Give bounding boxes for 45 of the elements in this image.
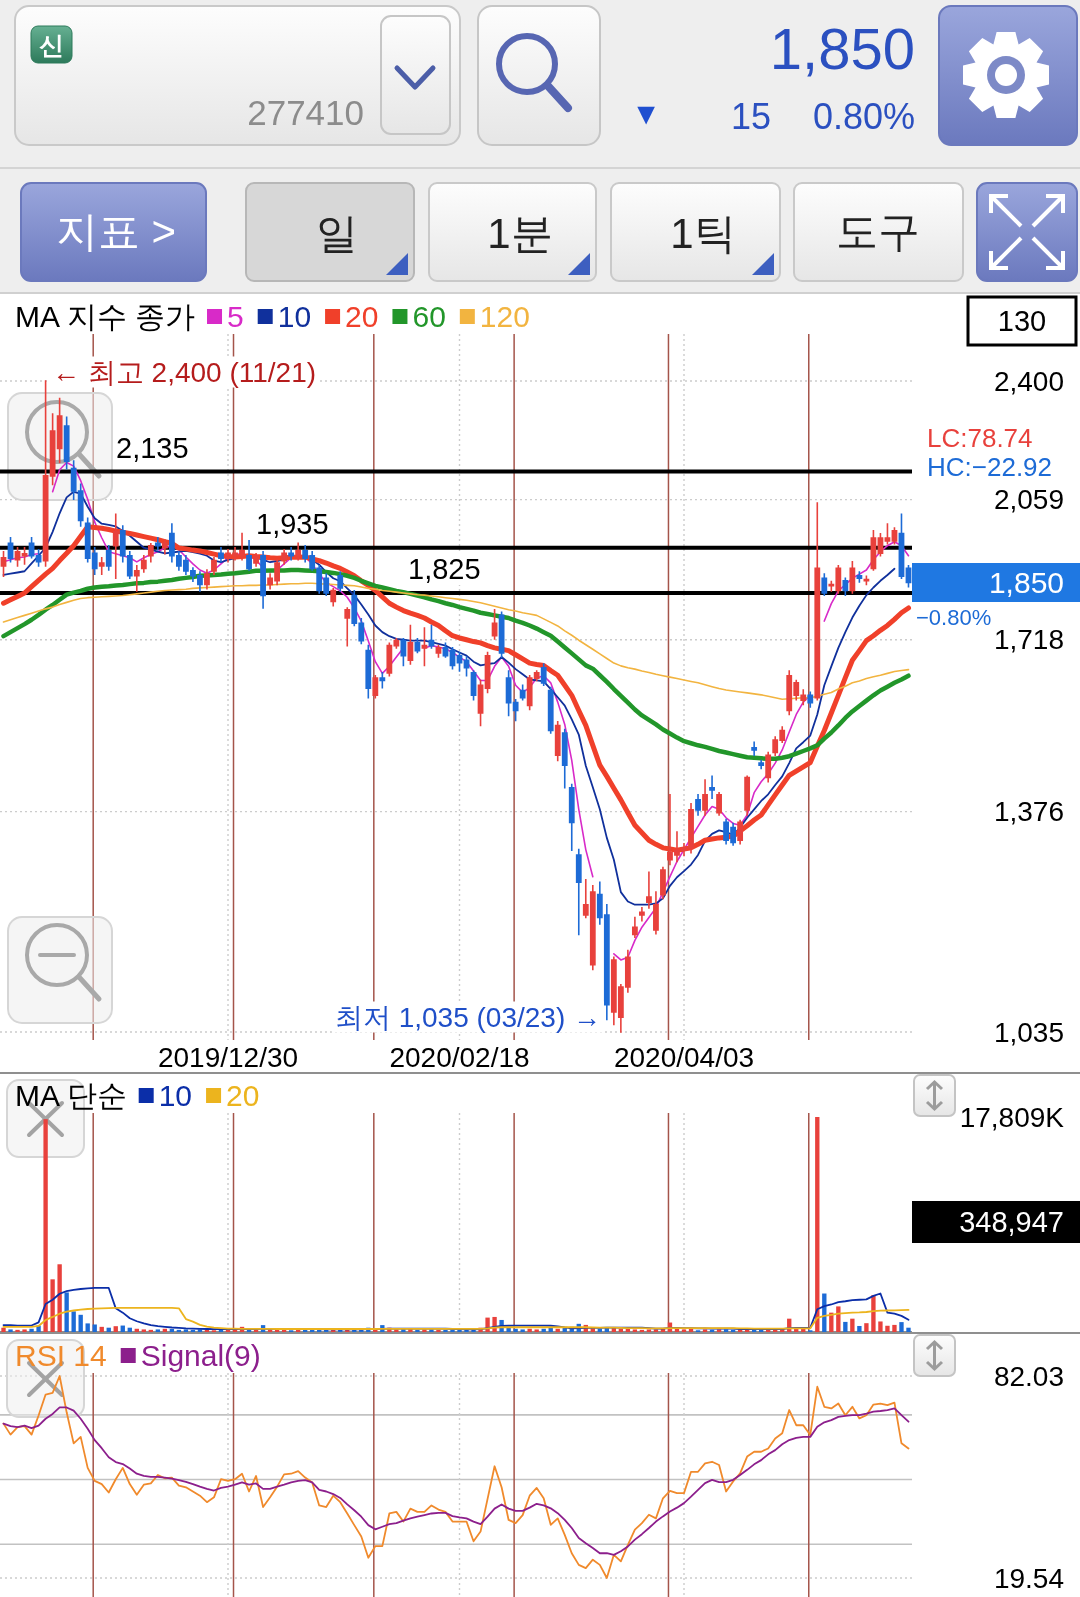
text: 지표 > bbox=[55, 207, 177, 255]
ref-line-label: 1,935 bbox=[256, 507, 329, 540]
text: HC:−22.92 bbox=[927, 452, 1053, 482]
text: 130 bbox=[997, 305, 1047, 337]
x-tick-label: 2019/12/30 bbox=[157, 1041, 299, 1073]
text: ▼ bbox=[631, 96, 661, 130]
y-tick-label: 19.54 bbox=[993, 1562, 1064, 1594]
legend-title: MA 단순 bbox=[15, 1078, 127, 1112]
text: 신 bbox=[39, 31, 64, 59]
text: LC:78.74 bbox=[927, 423, 1033, 453]
legend-label: 60 bbox=[412, 299, 446, 333]
legend-label: 10 bbox=[277, 299, 312, 333]
text: 일 bbox=[316, 209, 358, 257]
legend: RSI 14 Signal(9) bbox=[15, 1338, 261, 1372]
annotation: 최저 1,035 (03/23) → bbox=[334, 1001, 601, 1033]
legend-label: 10 bbox=[158, 1078, 193, 1112]
text: 1,850 bbox=[769, 15, 915, 81]
legend-label: Signal(9) bbox=[140, 1338, 261, 1372]
legend-label: 20 bbox=[226, 1078, 260, 1112]
text: −0.80% bbox=[916, 604, 992, 630]
y-tick-label: 1,035 bbox=[993, 1016, 1064, 1048]
y-tick-label: 1,376 bbox=[993, 796, 1064, 828]
text: 17,809K bbox=[959, 1101, 1065, 1133]
text: 1틱 bbox=[670, 209, 736, 257]
annotation: ← 최고 2,400 (11/21) bbox=[52, 356, 317, 388]
x-tick-label: 2020/04/03 bbox=[613, 1041, 755, 1073]
text: 1분 bbox=[487, 209, 553, 257]
series-label: RSI 14 bbox=[15, 1338, 107, 1372]
y-tick-label: 82.03 bbox=[993, 1360, 1064, 1392]
legend-label: 20 bbox=[345, 299, 379, 333]
legend-label: 120 bbox=[479, 299, 530, 333]
text: 348,947 bbox=[959, 1206, 1064, 1238]
y-tick-label: 2,400 bbox=[993, 365, 1064, 397]
ref-line-label: 1,825 bbox=[408, 552, 481, 585]
legend-title: MA 지수 종가 bbox=[15, 299, 196, 333]
text: 도구 bbox=[836, 207, 920, 255]
y-tick-label: 1,718 bbox=[993, 624, 1064, 656]
text: 1,850 bbox=[988, 566, 1064, 599]
y-tick-label: 2,059 bbox=[993, 484, 1064, 516]
text: 15 bbox=[730, 95, 771, 137]
ref-line-label: 2,135 bbox=[116, 431, 189, 464]
x-tick-label: 2020/02/18 bbox=[389, 1041, 530, 1073]
text: 0.80% bbox=[812, 95, 915, 137]
legend-label: 5 bbox=[227, 299, 244, 333]
text: 277410 bbox=[247, 92, 364, 132]
